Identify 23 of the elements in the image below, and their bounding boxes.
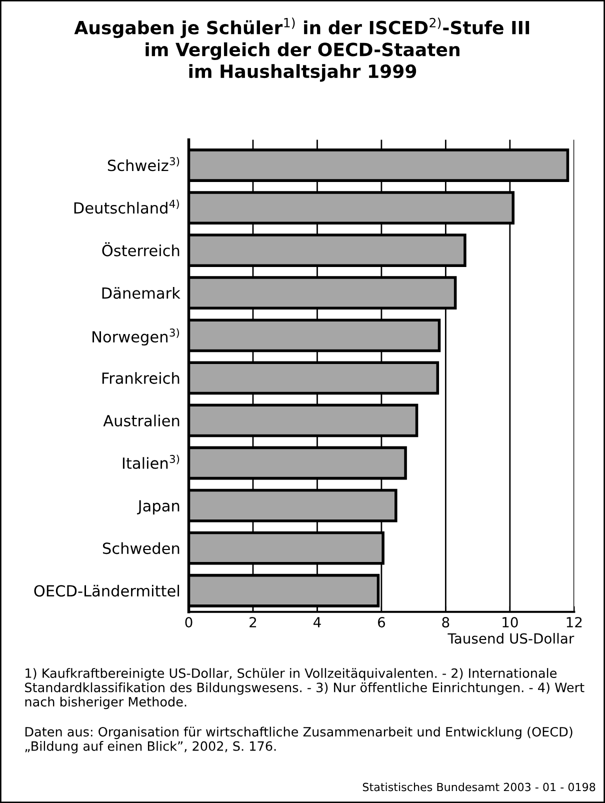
y-tick-label: OECD-Ländermittel [34,584,179,597]
chart-title: Ausgaben je Schüler$^{1)}$ in der ISCED$^{2)}$-Stufe III im Vergleich der OECD-Staaten im Haushaltsjahr 1999 [74,18,530,82]
y-tick-label: Schweiz$^{3)}$ [108,156,180,172]
x-axis-title: Tausend US-Dollar [448,632,574,644]
x-tick-label: 2 [250,616,256,628]
x-tick-label: 12 [566,616,582,628]
y-tick-label: Frankreich [102,372,180,384]
y-tick-label: Dänemark [102,287,180,299]
x-tick-label: 0 [185,616,192,628]
x-tick-label: 6 [378,616,385,628]
text: 1) Kaufkraftbereinigte US-Dollar, Schüler in Vollzeitäquivalenten. - 2) Internationale Standardklassifikation des Bildungswesens. - 3) Nur öffentliche Einrichtungen. - 4) Wert nach bisheriger Methode. [25,668,584,710]
y-tick-label: Österreich [102,242,180,256]
x-tick-label: 10 [502,616,518,628]
y-tick-label: Deutschland$^{4)}$ [74,200,179,214]
y-tick-label: Japan [137,500,180,515]
y-tick-label: Italien$^{3)}$ [122,454,180,469]
x-tick-label: 8 [442,616,450,628]
x-tick-label: 4 [313,617,321,628]
text: Daten aus: Organisation für wirtschaftliche Zusammenarbeit und Entwicklung (OECD) „Bildung auf einen Blick”, 2002, S. 176. [25,726,572,754]
text: Statistisches Bundesamt 2003 - 01 - 0198 [362,782,596,792]
y-tick-label: Norwegen$^{3)}$ [92,328,179,346]
y-tick-label: Australien [103,414,180,426]
y-tick-label: Schweden [102,542,180,554]
